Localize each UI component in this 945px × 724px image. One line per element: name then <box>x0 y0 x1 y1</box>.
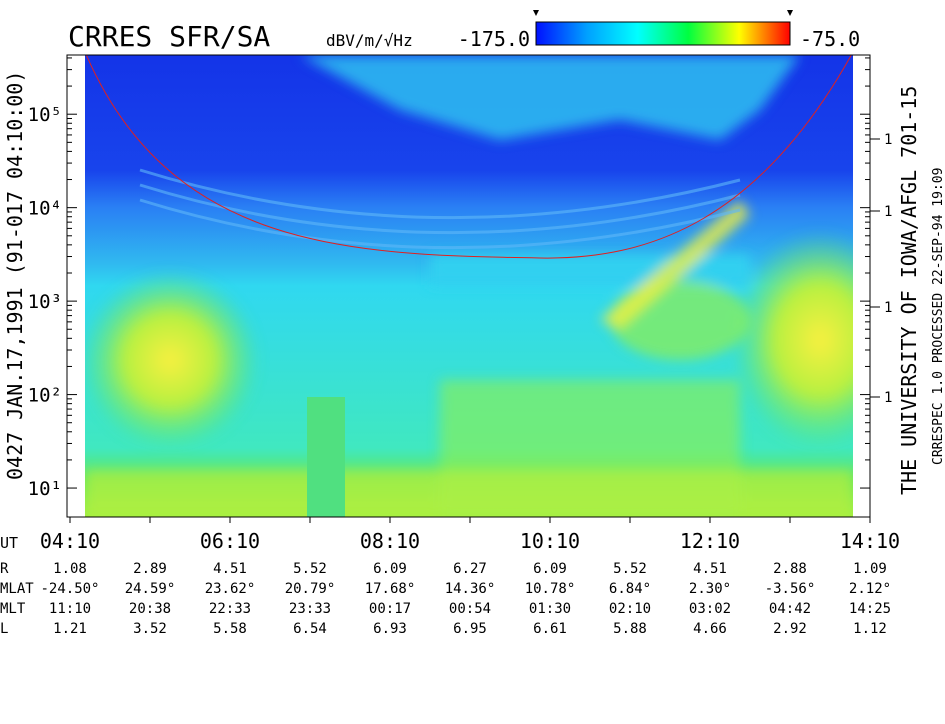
y-tick-label: 10¹ <box>28 478 62 500</box>
ephemeris-value: 23.62° <box>205 581 256 597</box>
ephemeris-value: 6.09 <box>373 561 407 577</box>
ephemeris-value: 6.09 <box>533 561 567 577</box>
ephemeris-value: 17.68° <box>365 581 416 597</box>
ephemeris-value: 5.52 <box>293 561 327 577</box>
chart-title: CRRES SFR/SA <box>68 20 270 53</box>
ephemeris-value: 2.88 <box>773 561 807 577</box>
right-label: THE UNIVERSITY OF IOWA/AFGL 701-15 <box>897 86 921 495</box>
x-tick-label: 14:10 <box>840 529 900 553</box>
processing-label: CRRESPEC 1.0 PROCESSED 22-SEP-94 19:09 <box>931 168 945 465</box>
ephemeris-value: 2.89 <box>133 561 167 577</box>
y-tick-label: 10⁴ <box>28 198 62 220</box>
ephemeris-value: 20:38 <box>129 601 171 617</box>
ephemeris-value: 6.93 <box>373 621 407 637</box>
ephemeris-value: 00:17 <box>369 601 411 617</box>
x-axis-label: UT <box>0 534 18 552</box>
ephemeris-value: 14.36° <box>445 581 496 597</box>
ephemeris-value: 00:54 <box>449 601 491 617</box>
left-label: 0427 JAN.17,1991 (91-017 04:10:00) <box>3 71 27 480</box>
colorbar-marker <box>533 10 539 16</box>
ephemeris-value: 6.27 <box>453 561 487 577</box>
ephemeris-value: 24.59° <box>125 581 176 597</box>
y-tick-label: 10² <box>28 385 62 407</box>
ephemeris-value: 22:33 <box>209 601 251 617</box>
colorbar-marker <box>787 10 793 16</box>
ephemeris-value: 02:10 <box>609 601 651 617</box>
ephemeris-value: 6.95 <box>453 621 487 637</box>
ephemeris-value: 4.51 <box>213 561 247 577</box>
ephemeris-value: 6.84° <box>609 581 651 597</box>
colorbar-max: -75.0 <box>800 27 860 51</box>
right-tick-label: 1 <box>884 300 892 316</box>
ephemeris-value: 5.58 <box>213 621 247 637</box>
ephemeris-value: 2.92 <box>773 621 807 637</box>
spectrogram <box>85 55 853 517</box>
ephemeris-value: 2.30° <box>689 581 731 597</box>
ephemeris-value: 1.08 <box>53 561 87 577</box>
ephemeris-label: MLAT <box>0 581 34 597</box>
ephemeris-value: 10.78° <box>525 581 576 597</box>
ephemeris-value: 04:42 <box>769 601 811 617</box>
ephemeris-value: 2.12° <box>849 581 891 597</box>
ephemeris-value: 01:30 <box>529 601 571 617</box>
ephemeris-value: 23:33 <box>289 601 331 617</box>
ephemeris-value: 5.88 <box>613 621 647 637</box>
x-tick-label: 10:10 <box>520 529 580 553</box>
plot-frame <box>66 54 871 518</box>
right-tick-label: 1 <box>884 390 892 406</box>
ephemeris-value: -24.50° <box>40 581 99 597</box>
right-tick-label: 1 <box>884 204 892 220</box>
ephemeris-label: R <box>0 561 9 577</box>
x-tick-label: 06:10 <box>200 529 260 553</box>
ephemeris-value: 14:25 <box>849 601 891 617</box>
ephemeris-value: 20.79° <box>285 581 336 597</box>
ephemeris-value: 4.66 <box>693 621 727 637</box>
colorbar-min: -175.0 <box>458 27 530 51</box>
ephemeris-value: -3.56° <box>765 581 816 597</box>
ephemeris-value: 5.52 <box>613 561 647 577</box>
y-tick-label: 10⁵ <box>28 104 62 126</box>
right-tick-label: 1 <box>884 132 892 148</box>
x-tick-label: 12:10 <box>680 529 740 553</box>
ephemeris-value: 1.09 <box>853 561 887 577</box>
ephemeris-value: 1.21 <box>53 621 87 637</box>
ephemeris-value: 4.51 <box>693 561 727 577</box>
ephemeris-value: 6.61 <box>533 621 567 637</box>
ephemeris-value: 3.52 <box>133 621 167 637</box>
colorbar <box>535 21 791 46</box>
x-tick-label: 08:10 <box>360 529 420 553</box>
ephemeris-value: 11:10 <box>49 601 91 617</box>
ephemeris-value: 03:02 <box>689 601 731 617</box>
ephemeris-label: MLT <box>0 601 26 617</box>
y-tick-label: 10³ <box>28 291 62 313</box>
ephemeris-value: 6.54 <box>293 621 327 637</box>
colorbar-label: dBV/m/√Hz <box>326 31 413 50</box>
ephemeris-value: 1.12 <box>853 621 887 637</box>
x-tick-label: 04:10 <box>40 529 100 553</box>
ephemeris-label: L <box>0 621 8 637</box>
